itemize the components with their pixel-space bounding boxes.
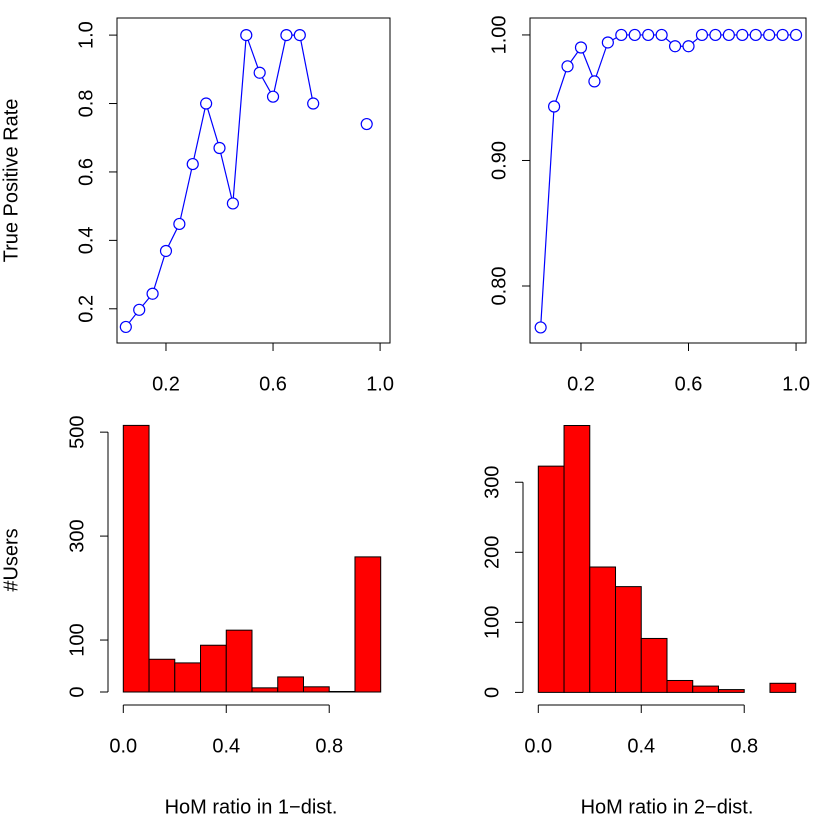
x-tick-label: 0.4 [212,735,240,757]
bar [174,662,202,693]
y-axis-title: #Users [0,528,22,591]
y-tick-label: 300 [481,466,503,499]
data-point [601,36,614,49]
bar [589,566,617,693]
data-point [615,28,628,42]
data-point [159,244,173,258]
bar [769,682,797,693]
data-point [186,157,199,171]
y-tick-label: 0.8 [75,90,97,118]
x-tick-label: 0.6 [259,373,287,395]
data-point [360,117,373,131]
data-point [736,28,749,42]
x-tick-label: 1.0 [366,373,394,395]
data-point [642,28,655,42]
data-point [266,90,280,103]
series-line [540,34,797,328]
bar [615,586,642,693]
data-point [789,28,803,42]
data-point [226,197,239,210]
y-tick-label: 100 [481,606,503,639]
y-tick-label: 1.00 [488,15,510,54]
y-tick-label: 0.4 [75,226,97,254]
x-tick-label: 0.2 [152,373,180,395]
y-tick-label: 0.6 [75,158,97,186]
data-point [561,60,574,73]
data-point [749,28,762,42]
y-tick-label: 500 [66,415,88,448]
data-point [628,28,641,42]
data-point [213,141,226,155]
x-tick-label: 0.2 [567,373,595,395]
x-axis-title: HoM ratio in 1−dist. [165,796,338,818]
bar [692,685,719,693]
bar [563,425,591,693]
bar [225,629,253,693]
data-point [173,217,186,231]
data-point [776,28,789,42]
bar [277,676,304,693]
series-line [126,35,367,327]
y-tick-label: 200 [481,536,503,569]
data-point [293,29,306,42]
bar [666,679,694,693]
data-point [240,29,253,42]
y-tick-label: 0.80 [488,267,510,306]
bar [354,556,382,693]
data-point [253,66,266,79]
y-tick-label: 0.2 [75,295,97,323]
bar [717,689,745,693]
data-point [722,28,735,42]
y-tick-label: 1.0 [75,21,97,49]
data-point [588,75,601,88]
data-point [534,321,547,334]
bar [251,687,279,693]
data-point [119,320,132,334]
x-tick-label: 1.0 [782,373,810,395]
bar [148,658,176,693]
data-point [695,28,709,42]
data-point [668,40,682,53]
y-tick-label: 0.90 [488,141,510,180]
data-point [307,97,320,110]
bar [302,686,330,693]
y-tick-label: 0 [66,686,88,697]
data-point [574,41,588,54]
data-point [682,40,695,53]
x-tick-label: 0.0 [524,735,552,757]
data-point [146,287,159,300]
bar [122,424,150,693]
data-point [133,303,146,316]
y-axis-title: True Positive Rate [0,99,22,263]
x-axis-title: HoM ratio in 2−dist. [581,796,754,818]
x-tick-label: 0.8 [730,735,758,757]
x-tick-label: 0.8 [315,735,343,757]
x-tick-label: 0.4 [627,735,655,757]
data-point [655,28,668,42]
x-tick-label: 0.6 [675,373,703,395]
bar [200,644,227,693]
data-point [280,29,293,42]
x-tick-label: 0.0 [109,735,137,757]
y-tick-label: 0 [481,687,503,698]
data-point [200,97,213,110]
bar [328,690,356,693]
y-tick-label: 100 [66,623,88,656]
bar [640,637,668,693]
y-tick-label: 300 [66,519,88,552]
data-point [547,100,561,113]
data-point [763,28,776,42]
data-point [709,28,722,42]
bar [537,465,565,693]
